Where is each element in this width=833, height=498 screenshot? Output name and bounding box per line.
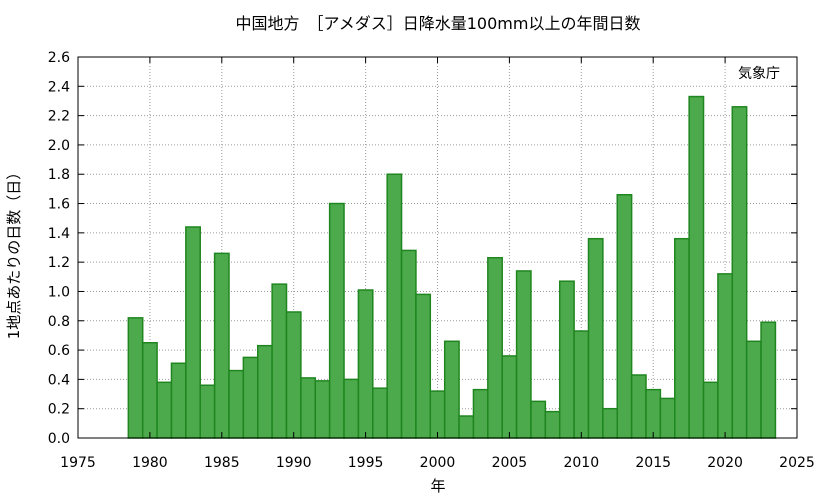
y-tick-label: 0.0 xyxy=(48,431,70,447)
bar-2013 xyxy=(616,193,633,439)
bar-1989 xyxy=(271,283,288,439)
bar-1982 xyxy=(170,362,187,439)
bar-1997 xyxy=(386,173,403,439)
bar-2018 xyxy=(688,95,705,439)
bar-1996 xyxy=(372,387,388,439)
y-tick-label: 0.4 xyxy=(48,372,70,388)
bar-2017 xyxy=(674,237,690,439)
chart-title: 中国地方 ［アメダス］日降水量100mm以上の年間日数 xyxy=(236,14,641,33)
x-tick-label: 2010 xyxy=(563,455,599,471)
bar-2010 xyxy=(573,330,590,439)
bar-2005 xyxy=(501,355,518,439)
x-tick-label: 2005 xyxy=(492,455,528,471)
y-tick-label: 2.0 xyxy=(48,138,70,154)
bar-2021 xyxy=(731,106,748,439)
bar-1995 xyxy=(357,289,374,439)
bar-2009 xyxy=(558,280,575,439)
y-tick-label: 2.6 xyxy=(48,50,70,66)
bar-1990 xyxy=(285,311,302,439)
y-tick-label: 1.8 xyxy=(48,167,70,183)
credit-label: 気象庁 xyxy=(738,66,780,82)
y-tick-label: 1.2 xyxy=(48,255,70,271)
bar-2014 xyxy=(630,374,647,439)
tick-layer: 0.0 0.2 0.4 0.6 0.8 1.0 1.2 1.4 1.6 1.8 2.0 2.2 2.4 2… xyxy=(48,50,815,471)
bar-2001 xyxy=(443,340,460,439)
bar-2000 xyxy=(429,390,446,439)
y-tick-label: 0.6 xyxy=(48,343,70,359)
x-tick-label: 1975 xyxy=(60,455,96,471)
bar-2011 xyxy=(587,237,604,439)
bar-1988 xyxy=(257,344,273,439)
x-tick-label: 1985 xyxy=(204,455,240,471)
bar-1992 xyxy=(314,380,331,439)
bar-2012 xyxy=(602,407,618,439)
bar-2003 xyxy=(472,388,489,439)
bar-1993 xyxy=(328,202,345,439)
x-tick-label: 2015 xyxy=(635,455,671,471)
bar-2004 xyxy=(487,257,503,439)
bar-2006 xyxy=(515,270,532,439)
grid-layer xyxy=(78,57,797,438)
bar-layer xyxy=(127,95,777,439)
y-tick-label: 1.4 xyxy=(48,226,70,242)
bar-2007 xyxy=(530,400,547,439)
x-tick-label: 2025 xyxy=(779,455,815,471)
bar-1986 xyxy=(228,369,245,439)
bar-1983 xyxy=(185,226,201,439)
bar-2023 xyxy=(760,321,777,439)
bar-2019 xyxy=(702,381,719,439)
bar-2022 xyxy=(745,340,762,439)
bar-2020 xyxy=(717,273,734,439)
y-axis-label: 1地点あたりの日数（日） xyxy=(5,165,23,340)
bar-1999 xyxy=(415,293,432,439)
bar-2015 xyxy=(645,388,662,439)
y-tick-label: 2.4 xyxy=(48,79,70,95)
bar-1998 xyxy=(400,249,417,439)
x-tick-label: 1980 xyxy=(132,455,168,471)
x-tick-label: 2000 xyxy=(420,455,456,471)
x-axis-label: 年 xyxy=(430,477,445,495)
bar-1979 xyxy=(127,317,144,439)
bar-1980 xyxy=(141,342,158,439)
x-tick-label: 1990 xyxy=(276,455,312,471)
bar-2002 xyxy=(458,415,475,439)
y-tick-label: 1.6 xyxy=(48,197,70,213)
bar-1994 xyxy=(343,378,360,439)
bar-1991 xyxy=(300,377,317,439)
bar-2016 xyxy=(659,397,676,439)
bar-1987 xyxy=(242,356,259,439)
y-tick-label: 1.0 xyxy=(48,284,70,300)
bar-2008 xyxy=(544,410,561,439)
x-tick-label: 2020 xyxy=(707,455,743,471)
y-tick-label: 0.2 xyxy=(48,402,70,418)
bar-1981 xyxy=(156,381,173,439)
bar-1984 xyxy=(199,384,216,439)
x-tick-label: 1995 xyxy=(348,455,384,471)
bar-1985 xyxy=(213,252,230,439)
y-tick-label: 2.2 xyxy=(48,109,70,125)
y-tick-label: 0.8 xyxy=(48,314,70,330)
